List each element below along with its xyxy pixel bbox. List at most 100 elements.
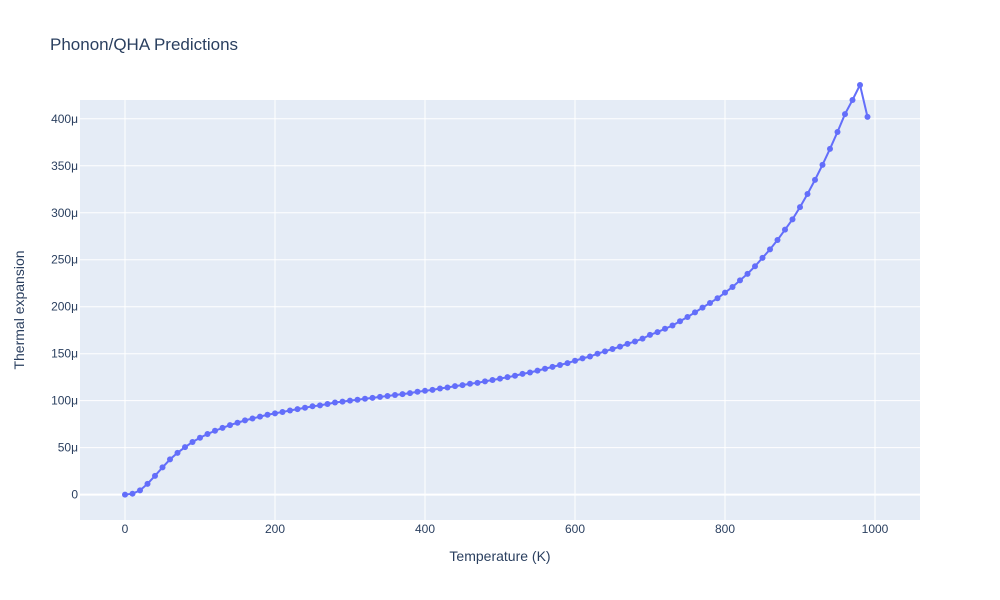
data-point xyxy=(369,394,376,401)
data-point xyxy=(489,377,496,383)
data-point xyxy=(167,456,173,463)
data-point xyxy=(174,449,181,456)
data-point xyxy=(137,487,143,494)
data-point xyxy=(767,246,773,253)
y-tick-label: 400μ xyxy=(51,112,78,126)
plot-area xyxy=(80,100,920,520)
y-tick-label: 350μ xyxy=(51,159,78,173)
y-tick-label: 300μ xyxy=(51,206,78,220)
y-tick-label: 50μ xyxy=(58,441,78,455)
data-point xyxy=(182,444,188,451)
data-point xyxy=(384,392,391,399)
data-point xyxy=(602,348,608,355)
data-point xyxy=(789,216,796,223)
x-axis-ticks: 0 200 400 600 800 1000 xyxy=(122,522,889,536)
data-point xyxy=(819,161,826,168)
data-point xyxy=(122,491,128,498)
data-point xyxy=(654,329,661,336)
data-point xyxy=(377,393,383,400)
data-point xyxy=(639,335,646,342)
data-point xyxy=(332,399,338,406)
data-point xyxy=(512,372,518,379)
data-point xyxy=(482,378,488,385)
data-point xyxy=(197,434,203,441)
grid xyxy=(80,100,920,520)
data-point xyxy=(827,145,833,152)
y-tick-label: 100μ xyxy=(51,394,78,408)
data-point xyxy=(587,353,593,360)
y-axis-title: Thermal expansion xyxy=(11,250,27,369)
data-point xyxy=(302,404,308,411)
x-tick-label: 1000 xyxy=(862,522,889,536)
data-point xyxy=(144,480,151,487)
data-point xyxy=(227,422,233,429)
series-line xyxy=(124,82,869,496)
y-tick-label: 200μ xyxy=(51,300,78,314)
y-axis-ticks: 0 50μ 100μ 150μ 200μ 250μ 300μ 350μ 400μ xyxy=(51,112,78,502)
data-point xyxy=(189,439,196,446)
data-point xyxy=(564,360,571,367)
data-point xyxy=(279,408,286,415)
data-point xyxy=(542,365,548,372)
data-point xyxy=(812,176,818,183)
data-point xyxy=(392,392,398,399)
data-point xyxy=(399,391,406,398)
data-point xyxy=(212,427,218,434)
data-point xyxy=(849,97,856,103)
data-point xyxy=(699,304,706,311)
data-point xyxy=(834,128,841,135)
data-point xyxy=(234,419,241,426)
x-axis-title: Temperature (K) xyxy=(449,548,550,564)
data-point xyxy=(842,111,848,118)
data-point xyxy=(444,384,451,391)
data-point xyxy=(624,340,631,347)
data-point xyxy=(647,331,653,338)
data-point xyxy=(557,361,563,368)
data-point xyxy=(339,398,346,405)
data-point xyxy=(257,413,263,420)
data-point xyxy=(272,410,278,417)
data-point xyxy=(264,411,271,418)
chart-title: Phonon/QHA Predictions xyxy=(50,35,238,54)
data-point xyxy=(474,379,481,386)
data-point xyxy=(422,387,428,394)
data-point xyxy=(774,237,781,243)
data-point xyxy=(804,190,811,197)
x-tick-label: 400 xyxy=(415,522,435,536)
data-point xyxy=(219,424,226,431)
data-point xyxy=(752,263,758,270)
data-point xyxy=(617,343,623,350)
data-point xyxy=(437,385,443,392)
series-layer xyxy=(122,81,871,498)
data-point xyxy=(287,407,293,414)
data-point xyxy=(407,390,413,397)
data-point xyxy=(242,417,248,424)
data-point xyxy=(684,314,691,321)
data-point xyxy=(534,367,541,374)
data-point xyxy=(609,345,616,352)
data-point xyxy=(857,81,863,88)
data-point xyxy=(572,357,578,364)
data-point xyxy=(759,254,766,261)
data-point xyxy=(692,309,698,316)
data-point xyxy=(354,396,361,403)
data-point xyxy=(729,283,736,290)
data-point xyxy=(152,472,158,479)
data-point xyxy=(737,277,743,284)
data-point xyxy=(669,322,676,329)
data-point xyxy=(662,325,668,332)
data-point xyxy=(429,386,436,393)
data-point xyxy=(744,270,751,277)
data-point xyxy=(324,400,331,407)
data-point xyxy=(204,431,211,438)
data-point xyxy=(317,402,323,409)
data-point xyxy=(579,355,586,362)
data-point xyxy=(797,204,803,211)
data-point xyxy=(549,363,556,370)
data-point xyxy=(864,113,871,120)
data-point xyxy=(459,382,466,389)
data-point xyxy=(309,403,316,410)
data-point xyxy=(467,380,473,387)
data-point xyxy=(294,406,301,413)
data-point xyxy=(362,395,368,402)
